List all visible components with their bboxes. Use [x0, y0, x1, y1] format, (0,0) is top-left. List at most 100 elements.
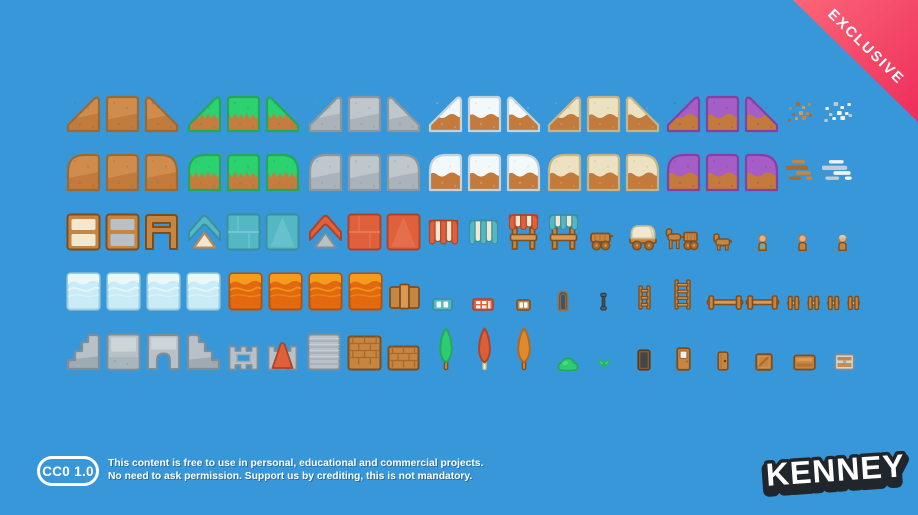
tile-sand-slope-right: [625, 95, 660, 133]
sprite-chest-gray: [834, 353, 855, 371]
sprite-fence-post-4: [847, 295, 860, 311]
tile-wall-frame-open: [144, 213, 179, 251]
tile-dirt-round-middle: [105, 153, 140, 192]
sprite-ladder-tall: [673, 278, 692, 311]
tile-dirt-middle: [105, 95, 140, 133]
tile-purple-round-middle: [705, 153, 740, 192]
tile-roof-teal-gable: [265, 213, 300, 251]
sprite-villager-gray: [837, 234, 848, 251]
sprite-bush: [556, 356, 580, 371]
license-text-line2: No need to ask permission. Support us by…: [108, 470, 473, 482]
sprite-door-dark: [637, 349, 651, 371]
sprite-toy-horse: [712, 232, 733, 251]
sprite-fence-post-3: [827, 295, 840, 311]
sprite-chest-wood: [793, 354, 816, 371]
sprite-window-small-teal: [432, 298, 453, 311]
sprite-door-window: [676, 347, 691, 371]
license-text-line1: This content is free to use in personal,…: [108, 458, 484, 469]
sprite-fence-long-2: [745, 294, 780, 311]
sprite-tree-red: [476, 327, 493, 371]
tile-dirt-slope-left: [66, 95, 101, 133]
tile-snow-slope-left: [428, 95, 463, 133]
sprite-cart: [589, 228, 614, 251]
tile-lava-1: [228, 272, 263, 311]
tile-castle-steps-right: [186, 333, 221, 371]
tile-grass-round-middle: [226, 153, 261, 192]
tile-castle-wall: [106, 333, 141, 371]
tile-sand-round-left: [547, 153, 582, 192]
tile-stone-slope-left: [308, 95, 343, 133]
sprite-door-arched-dark: [557, 290, 569, 311]
tile-roof-red-flat: [347, 213, 382, 251]
tile-stone-round-left: [308, 153, 343, 192]
tile-water-4: [186, 272, 221, 311]
cc0-license-badge-label: CC0 1.0: [42, 463, 94, 479]
particles-snow-dots: [822, 99, 852, 125]
tile-stone-middle: [347, 95, 382, 133]
sprite-wooden-sign: [388, 282, 421, 311]
tile-brick-wall-half: [387, 345, 420, 371]
tile-sand-round-middle: [586, 153, 621, 192]
tile-purple-round-right: [744, 153, 779, 192]
particles-dirt-dots: [786, 99, 812, 125]
sprite-tree-green: [437, 327, 455, 371]
tile-grass-middle: [226, 95, 261, 133]
tile-snow-round-middle: [467, 153, 502, 192]
tile-dirt-round-right: [144, 153, 179, 192]
sprite-window-small-orange: [516, 299, 531, 311]
tile-sand-slope-left: [547, 95, 582, 133]
kenney-logo: KENNEY KENNEY: [760, 444, 912, 504]
tile-stone-round-middle: [347, 153, 382, 192]
sprite-horse-with-cart: [665, 226, 699, 251]
exclusive-ribbon: EXCLUSIVE: [793, 0, 918, 122]
tile-wall-window-gray: [105, 213, 140, 251]
sprite-post-dark: [599, 292, 608, 311]
sprite-ladder-short: [637, 284, 652, 311]
sprite-battlement-tent: [267, 340, 298, 371]
tile-roof-teal-flat: [226, 213, 261, 251]
tile-wall-window-cream: [66, 213, 101, 251]
sprite-villager-teal: [757, 234, 768, 251]
sprite-battlement-window: [228, 345, 259, 371]
tile-roof-red-gable: [386, 213, 421, 251]
tile-grass-slope-left: [187, 95, 222, 133]
tile-plank-wall-gray: [307, 333, 341, 371]
sprite-door-plain: [717, 351, 729, 371]
tile-dirt-round-left: [66, 153, 101, 192]
tile-snow-middle: [467, 95, 502, 133]
sprite-crate: [755, 353, 773, 371]
particles-dirt-streaks: [786, 158, 814, 182]
tile-purple-round-left: [666, 153, 701, 192]
sprite-plant-sprout: [597, 358, 611, 371]
tile-grass-round-right: [265, 153, 300, 192]
tile-purple-slope-left: [666, 95, 701, 133]
tile-dirt-slope-right: [144, 95, 179, 133]
tile-water-1: [66, 272, 101, 311]
tile-lava-3: [308, 272, 343, 311]
sprite-fence-long-1: [706, 294, 744, 311]
license-text: This content is free to use in personal,…: [108, 458, 483, 483]
cc0-license-badge: CC0 1.0: [37, 456, 99, 486]
sprite-fence-post-2: [807, 295, 820, 311]
tile-purple-middle: [705, 95, 740, 133]
tile-sand-round-right: [625, 153, 660, 192]
tile-sand-middle: [586, 95, 621, 133]
tile-snow-round-left: [428, 153, 463, 192]
tile-lava-4: [348, 272, 383, 311]
tile-water-3: [146, 272, 181, 311]
tile-grass-round-left: [187, 153, 222, 192]
tile-snow-slope-right: [506, 95, 541, 133]
tile-brick-wall: [347, 335, 382, 371]
sprite-covered-wagon: [628, 224, 658, 251]
sprite-market-stall-red: [508, 213, 539, 251]
sprite-window-small-red: [472, 298, 494, 311]
particles-snow-streaks: [822, 158, 854, 182]
tile-water-2: [106, 272, 141, 311]
tile-snow-round-right: [506, 153, 541, 192]
tile-roof-red-peak: [308, 213, 343, 251]
tile-castle-steps-left: [66, 333, 101, 371]
ribbon-triangle: [793, 0, 918, 122]
tile-stone-round-right: [386, 153, 421, 192]
tile-roof-teal-peak: [187, 213, 222, 251]
